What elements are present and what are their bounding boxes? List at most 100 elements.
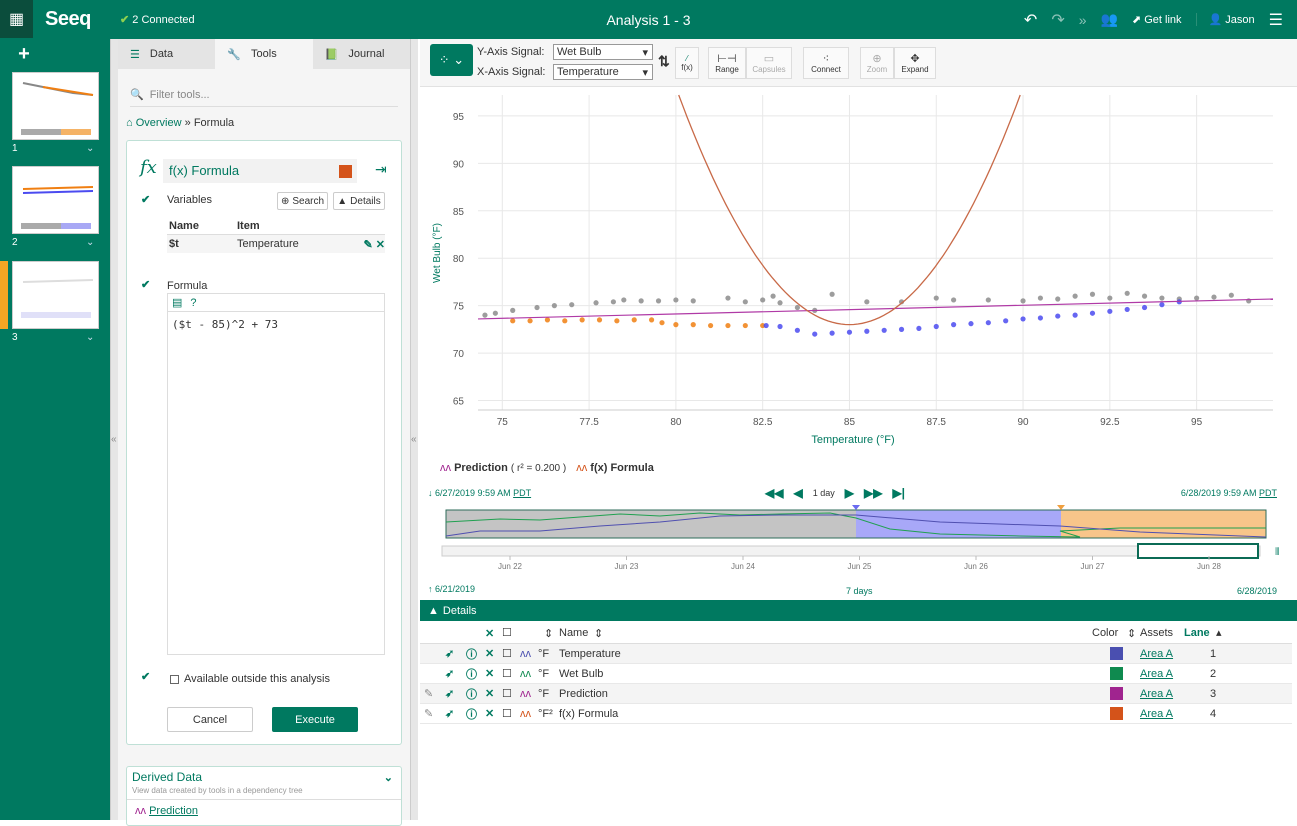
edit-pencil-icon[interactable]: ✎	[363, 238, 373, 251]
info-icon[interactable]: ⓘ	[466, 688, 477, 701]
hamburger-menu-icon[interactable]: ☰	[1268, 11, 1283, 29]
search-variable-button[interactable]: ⊕ Search	[277, 192, 328, 210]
info-icon[interactable]: ⓘ	[466, 708, 477, 721]
rocket-icon[interactable]: ➶	[445, 668, 455, 680]
filter-tools-input[interactable]: 🔍 Filter tools...	[130, 83, 398, 107]
worksheet-thumbnail-1[interactable]	[12, 72, 99, 140]
connect-button[interactable]: ⁖ Connect	[803, 47, 849, 79]
display-range-end[interactable]: 6/28/2019 9:59 AM PDT	[1180, 488, 1277, 498]
add-worksheet-button[interactable]: +	[18, 43, 30, 65]
overview-timeline[interactable]: ⦀ Jun 22 Jun 23 Jun 24 Jun 25 Jun 26 Jun 27 Ju…	[420, 504, 1297, 574]
execute-button[interactable]: Execute	[272, 707, 358, 732]
worksheet-thumbnail-2[interactable]	[12, 166, 99, 234]
tab-journal[interactable]: 📗 Journal	[324, 48, 385, 61]
step-forward-icon[interactable]: ▶	[844, 486, 854, 500]
chevron-down-icon[interactable]: ⌄	[86, 332, 95, 343]
drag-handle-icon[interactable]: ⦀	[1275, 547, 1279, 558]
collapse-sidebar-handle[interactable]: «	[110, 39, 118, 820]
sort-icon[interactable]: ⇕	[594, 628, 604, 640]
table-row[interactable]: ➶ ⓘ ✕ ☐ ᴧᴧ °F Wet Bulb Area A 2	[420, 664, 1292, 684]
sort-icon[interactable]: ⇕	[544, 628, 554, 640]
display-range-start[interactable]: ↓ 6/27/2019 9:59 AM PDT	[428, 488, 532, 498]
rocket-icon[interactable]: ➶	[445, 648, 455, 660]
details-button[interactable]: ▲ Details	[333, 192, 385, 210]
remove-x-icon[interactable]: ✕	[375, 238, 385, 251]
fx-line-button[interactable]: ⁄ f(x)	[675, 47, 699, 79]
row-checkbox[interactable]: ☐	[502, 708, 512, 720]
step-size[interactable]: 1 day	[812, 488, 835, 498]
lane-column-header[interactable]: Lane	[1184, 627, 1210, 639]
breadcrumb-overview[interactable]: Overview	[135, 117, 182, 129]
selected-range-handle[interactable]	[1137, 543, 1259, 559]
edit-icon[interactable]: ✎	[424, 708, 434, 720]
view-selector-button[interactable]: ⁘ ⌄	[430, 44, 473, 76]
edit-icon[interactable]: ✎	[424, 688, 434, 700]
formula-editor[interactable]: ▤? ($t - 85)^2 + 73	[167, 293, 385, 655]
row-checkbox[interactable]: ☐	[502, 668, 512, 680]
app-grid-icon[interactable]: ▦	[0, 0, 33, 38]
overview-span[interactable]: 7 days	[846, 586, 873, 596]
users-icon[interactable]: 👥	[1100, 11, 1118, 27]
color-swatch[interactable]	[1110, 667, 1123, 680]
step-forward-full-icon[interactable]: ▶▶	[863, 486, 883, 500]
cancel-button[interactable]: Cancel	[167, 707, 253, 732]
color-swatch[interactable]	[1110, 707, 1123, 720]
redo-icon[interactable]: ↷	[1051, 11, 1065, 29]
color-picker[interactable]	[339, 165, 352, 178]
tab-tools[interactable]: 🔧 Tools	[215, 39, 313, 69]
derived-prediction-link[interactable]: Prediction	[149, 805, 198, 817]
remove-icon[interactable]: ✕	[485, 708, 495, 720]
available-outside-checkbox[interactable]	[170, 674, 179, 684]
connection-status[interactable]: ✔ 2 Connected	[120, 14, 195, 26]
remove-icon[interactable]: ✕	[485, 648, 495, 660]
collapse-tools-handle[interactable]: «	[410, 39, 418, 820]
chevron-down-icon[interactable]: ⌄	[86, 237, 95, 248]
details-panel-header[interactable]: ▲ Details	[420, 600, 1297, 621]
user-menu[interactable]: 👤 Jason	[1195, 13, 1255, 26]
y-axis-signal-select[interactable]: Wet Bulb ▾	[553, 44, 653, 60]
get-link-button[interactable]: ⬈ Get link	[1131, 14, 1182, 26]
chevron-down-icon[interactable]: ⌄	[383, 772, 393, 784]
jump-to-now-icon[interactable]: ▶|	[892, 486, 906, 500]
x-axis-signal-select[interactable]: Temperature ▾	[553, 64, 653, 80]
overview-scrollbar[interactable]	[441, 545, 1261, 557]
row-checkbox[interactable]: ☐	[502, 688, 512, 700]
move-panel-icon[interactable]: ⇥	[375, 161, 387, 177]
rocket-icon[interactable]: ➶	[445, 688, 455, 700]
formula-name-input[interactable]: f(x) Formula	[163, 159, 357, 183]
sort-icon[interactable]: ⇕	[1127, 628, 1137, 640]
table-row[interactable]: ✎ ➶ ⓘ ✕ ☐ ᴧᴧ °F Prediction Area A 3	[420, 684, 1292, 704]
undo-icon[interactable]: ↶	[1023, 11, 1038, 29]
assets-column-header[interactable]: Assets	[1140, 627, 1174, 639]
rocket-icon[interactable]: ➶	[445, 708, 455, 720]
color-swatch[interactable]	[1110, 647, 1123, 660]
remove-icon[interactable]: ✕	[485, 668, 495, 680]
chevron-down-icon[interactable]: ⌄	[86, 143, 95, 154]
expand-button[interactable]: ✥ Expand	[894, 47, 936, 79]
help-icon[interactable]: ?	[190, 296, 197, 309]
step-back-full-icon[interactable]: ◀◀	[765, 486, 784, 500]
row-checkbox[interactable]: ☐	[502, 648, 512, 660]
scatter-chart[interactable]: 75 77.5 80 82.5 85 87.5 90 92.5 95 65 70 75 80 85 90 95…	[420, 87, 1297, 457]
zoom-button[interactable]: ⊕ Zoom	[860, 47, 894, 79]
overview-end[interactable]: 6/28/2019	[1236, 586, 1277, 596]
documentation-icon[interactable]: ▤	[172, 297, 183, 309]
info-icon[interactable]: ⓘ	[466, 648, 477, 661]
capsules-button[interactable]: ▭ Capsules	[746, 47, 792, 79]
select-all-checkbox[interactable]: ☐	[502, 627, 512, 639]
step-back-icon[interactable]: ◀	[793, 486, 803, 500]
table-row[interactable]: ✎ ➶ ⓘ ✕ ☐ ᴧᴧ °F² f(x) Formula Area A 4	[420, 704, 1292, 724]
remove-all-icon[interactable]: ✕	[485, 628, 495, 640]
color-swatch[interactable]	[1110, 687, 1123, 700]
name-column-header[interactable]: Name	[559, 627, 589, 639]
worksheet-thumbnail-3[interactable]	[12, 261, 99, 329]
table-row[interactable]: ➶ ⓘ ✕ ☐ ᴧᴧ °F Temperature Area A 1	[420, 644, 1292, 664]
swap-axes-icon[interactable]: ⇅	[658, 53, 670, 69]
range-button[interactable]: ⊢⊣ Range	[708, 47, 746, 79]
tab-data[interactable]: ☰ Data	[130, 48, 174, 61]
remove-icon[interactable]: ✕	[485, 688, 495, 700]
redo-all-icon[interactable]: »	[1078, 11, 1087, 28]
info-icon[interactable]: ⓘ	[466, 668, 477, 681]
sort-ascending-icon[interactable]: ▴	[1216, 627, 1222, 639]
overview-start[interactable]: ↑ 6/21/2019	[428, 584, 476, 594]
